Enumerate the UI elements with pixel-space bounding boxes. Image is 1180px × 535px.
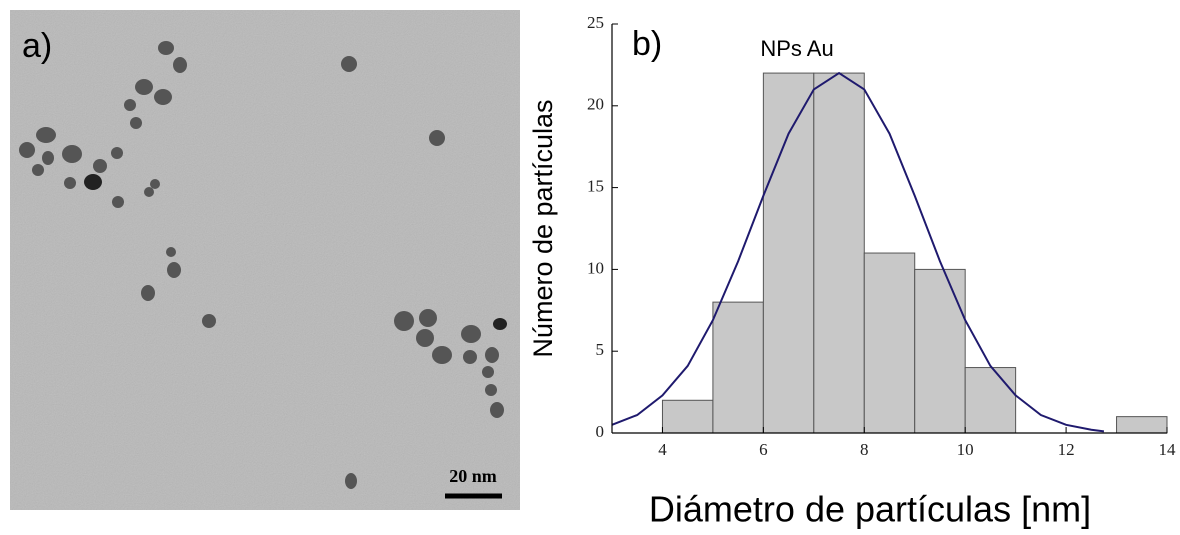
y-tick-label: 25 xyxy=(587,13,604,32)
bar xyxy=(964,367,1017,434)
y-axis-label: Número de partículas xyxy=(528,99,558,357)
x-tick-label: 10 xyxy=(957,440,974,459)
tem-image: a) 20 nm xyxy=(10,10,520,510)
x-tick-label: 4 xyxy=(658,440,667,459)
tem-grain xyxy=(10,10,520,510)
x-tick-label: 8 xyxy=(860,440,869,459)
y-tick-label: 5 xyxy=(596,340,605,359)
bar xyxy=(762,72,815,434)
bar xyxy=(661,399,714,434)
x-tick-label: 6 xyxy=(759,440,768,459)
y-tick-label: 10 xyxy=(587,258,604,277)
scale-bar-label: 20 nm xyxy=(449,466,497,486)
bar xyxy=(712,301,764,434)
panel-label: a) xyxy=(22,27,52,65)
bar xyxy=(813,72,865,434)
annotation: NPs Au xyxy=(760,36,833,61)
particles xyxy=(19,41,507,489)
fit-curve xyxy=(611,71,1105,433)
panel-label: b) xyxy=(632,25,662,63)
y-tick-label: 0 xyxy=(596,422,605,441)
x-axis-label: Diámetro de partículas [nm] xyxy=(649,489,1091,530)
x-tick-label: 14 xyxy=(1159,440,1177,459)
bar xyxy=(863,252,916,434)
x-tick-label: 12 xyxy=(1058,440,1075,459)
y-tick-label: 20 xyxy=(587,95,604,114)
bar xyxy=(1116,416,1168,434)
y-tick-label: 15 xyxy=(587,177,604,196)
bar xyxy=(914,268,966,434)
histogram-chart: 0 5 10 15 20 25 4 6 8 10 12 14 b) NPs Au Diámetro de p… xyxy=(528,13,1176,530)
